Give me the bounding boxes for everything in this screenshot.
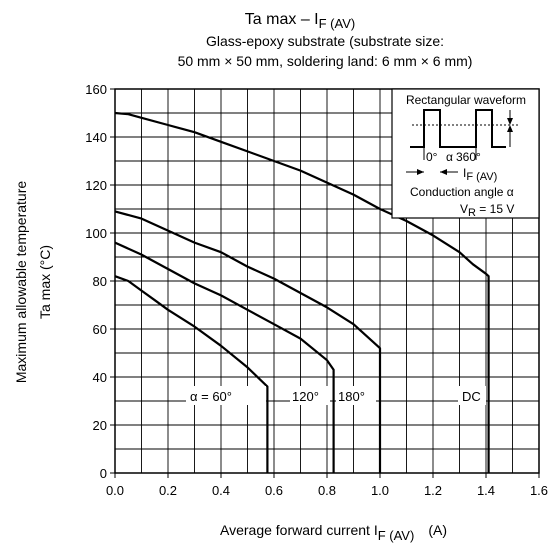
inset-label-0deg: 0° bbox=[426, 150, 438, 164]
x-axis-label: Average forward current IF (AV) (A) bbox=[220, 522, 447, 543]
waveform-inset: Rectangular waveform 0° α 360° IF (AV) C… bbox=[392, 89, 539, 219]
inset-title: Rectangular waveform bbox=[406, 93, 526, 107]
series-line-0 bbox=[115, 276, 267, 473]
curve-label-180: 180° bbox=[336, 386, 376, 405]
curve-label-120: 120° bbox=[290, 386, 330, 405]
chart-title: Ta max – IF (AV) bbox=[245, 11, 355, 31]
curve-label-dc: DC bbox=[458, 386, 486, 405]
svg-text:α = 60°: α = 60° bbox=[190, 389, 232, 404]
y-axis-label-line2: Ta max (°C) bbox=[37, 245, 53, 319]
y-tick-label: 140 bbox=[85, 130, 107, 145]
svg-text:180°: 180° bbox=[338, 389, 365, 404]
y-tick-label: 60 bbox=[93, 322, 107, 337]
x-tick-label: 1.4 bbox=[477, 483, 495, 498]
inset-label-conduction: Conduction angle α bbox=[410, 185, 514, 199]
x-tick-label: 1.0 bbox=[371, 483, 389, 498]
svg-text:120°: 120° bbox=[292, 389, 319, 404]
y-tick-label: 120 bbox=[85, 178, 107, 193]
svg-text:DC: DC bbox=[462, 389, 481, 404]
inset-label-360: 360° bbox=[456, 150, 481, 164]
inset-label-alpha: α bbox=[446, 150, 453, 164]
x-tick-label: 0.6 bbox=[265, 483, 283, 498]
y-axis-label-line1: Maximum allowable temperature bbox=[13, 181, 29, 384]
y-tick-label: 0 bbox=[100, 466, 107, 481]
y-tick-label: 80 bbox=[93, 274, 107, 289]
y-tick-label: 100 bbox=[85, 226, 107, 241]
x-tick-label: 0.4 bbox=[212, 483, 230, 498]
curve-label-60: α = 60° bbox=[186, 386, 266, 405]
y-tick-label: 40 bbox=[93, 370, 107, 385]
x-tick-label: 0.0 bbox=[106, 483, 124, 498]
chart-subtitle-line2: 50 mm × 50 mm, soldering land: 6 mm × 6 … bbox=[178, 53, 473, 69]
x-tick-label: 1.6 bbox=[530, 483, 548, 498]
x-tick-label: 0.8 bbox=[318, 483, 336, 498]
y-tick-label: 20 bbox=[93, 418, 107, 433]
chart-subtitle-line1: Glass-epoxy substrate (substrate size: bbox=[206, 33, 444, 49]
x-tick-label: 1.2 bbox=[424, 483, 442, 498]
y-tick-label: 160 bbox=[85, 82, 107, 97]
x-tick-label: 0.2 bbox=[159, 483, 177, 498]
